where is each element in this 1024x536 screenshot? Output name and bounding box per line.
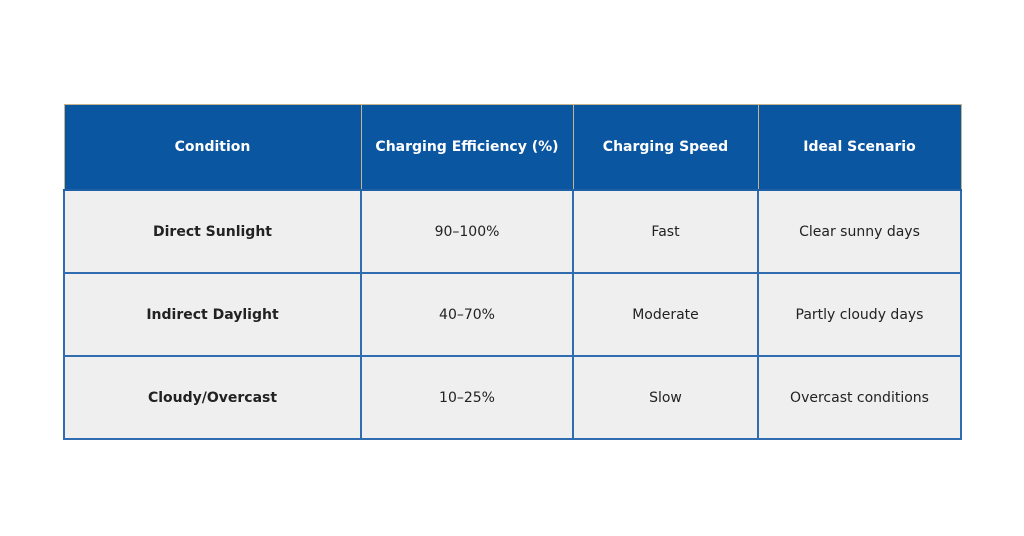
header-cell: Condition [63,104,362,191]
table-cell: 90–100% [360,189,574,274]
table-cell: 10–25% [360,355,574,440]
header-cell: Ideal Scenario [757,104,962,191]
table-cell: Slow [572,355,759,440]
table-cell: Cloudy/Overcast [63,355,362,440]
table-cell: Clear sunny days [757,189,962,274]
table-cell: Fast [572,189,759,274]
table-row: Indirect Daylight 40–70% Moderate Partly cl… [63,272,962,357]
table-cell: Indirect Daylight [63,272,362,357]
table-row: Cloudy/Overcast 10–25% Slow Overcast condit… [63,355,962,440]
header-row: Condition Charging Efficiency (%) Charging… [63,104,962,191]
header-cell: Charging Efficiency (%) [360,104,574,191]
table-cell: Moderate [572,272,759,357]
header-cell: Charging Speed [572,104,759,191]
table-cell: 40–70% [360,272,574,357]
table-cell: Overcast conditions [757,355,962,440]
data-table: Condition Charging Efficiency (%) Charging… [63,104,962,440]
table-row: Direct Sunlight 90–100% Fast Clear sunny da… [63,189,962,274]
table-cell: Direct Sunlight [63,189,362,274]
table-cell: Partly cloudy days [757,272,962,357]
